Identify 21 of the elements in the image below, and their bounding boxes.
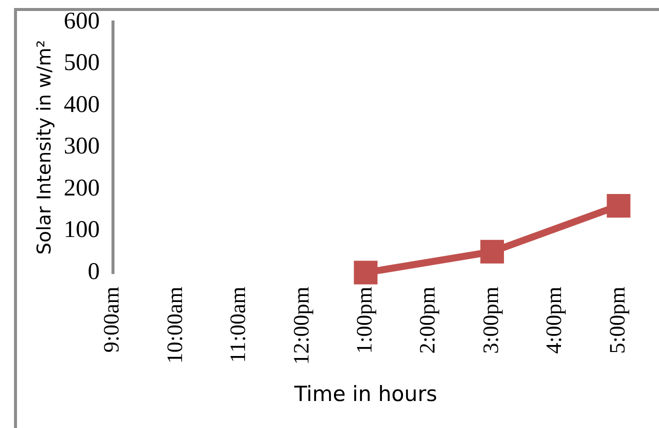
y-tick-label: 600 bbox=[64, 8, 100, 34]
x-tick-label: 10:00am bbox=[162, 286, 187, 364]
x-tick-label: 9:00am bbox=[98, 286, 124, 353]
point bbox=[354, 260, 378, 284]
point bbox=[606, 194, 630, 218]
x-tick-label: 12:00pm bbox=[288, 286, 314, 365]
x-tick-label: 11:00am bbox=[225, 286, 250, 363]
x-tick-label: 4:00pm bbox=[541, 286, 566, 354]
x-axis-title: Time in hours bbox=[293, 382, 438, 406]
y-tick-label: 0 bbox=[88, 258, 100, 285]
x-tick-label: 5:00pm bbox=[604, 286, 630, 354]
y-tick-label: 400 bbox=[64, 92, 100, 118]
point bbox=[480, 240, 504, 264]
y-axis-title: Solar Intensity in w/m² bbox=[33, 40, 56, 255]
y-tick-label: 500 bbox=[64, 50, 100, 76]
y-tick-label: 100 bbox=[64, 217, 100, 244]
y-tick-label: 200 bbox=[64, 175, 100, 202]
y-tick-label: 300 bbox=[64, 134, 100, 160]
x-tick-label: 2:00pm bbox=[414, 286, 440, 354]
x-tick-label: 1:00pm bbox=[351, 286, 376, 354]
x-tick-label: 3:00pm bbox=[478, 286, 503, 354]
